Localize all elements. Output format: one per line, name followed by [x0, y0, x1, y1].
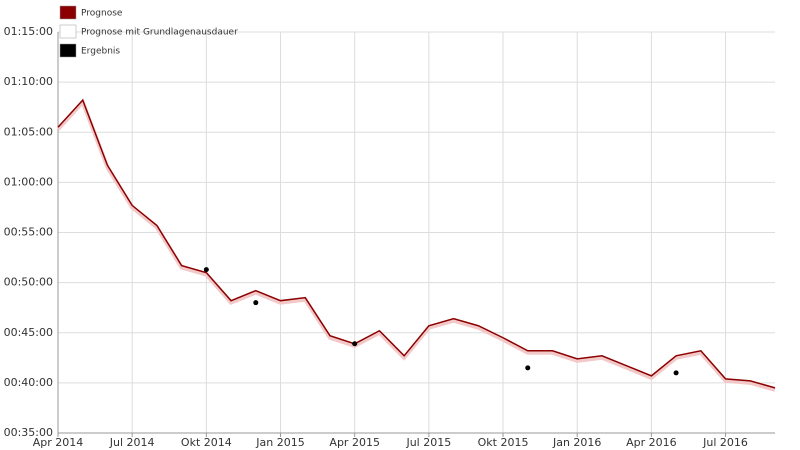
y-tick-label: 00:45:00 — [4, 326, 53, 339]
x-tick-label: Apr 2015 — [329, 436, 380, 449]
y-tick-label: 00:40:00 — [4, 376, 53, 389]
y-tick-label: 01:00:00 — [4, 175, 53, 188]
legend-swatch — [59, 24, 77, 39]
x-tick-label: Okt 2014 — [181, 436, 232, 449]
point — [253, 300, 259, 306]
x-tick-label: Jul 2015 — [405, 436, 451, 449]
legend-label: Prognose mit Grundlagenausdauer — [81, 28, 238, 38]
x-tick-label: Jan 2016 — [552, 436, 601, 449]
point — [203, 267, 209, 273]
x-tick-label: Jul 2016 — [702, 436, 748, 449]
x-tick-label: Apr 2014 — [33, 436, 84, 449]
line-shadow — [56, 98, 776, 392]
x-tick-label: Okt 2015 — [478, 436, 529, 449]
y-tick-label: 00:55:00 — [4, 226, 53, 239]
point — [525, 365, 531, 371]
x-tick-label: Apr 2016 — [626, 436, 677, 449]
y-tick-label: 01:05:00 — [4, 125, 53, 138]
y-tick-label: 00:50:00 — [4, 276, 53, 289]
legend-swatch — [59, 5, 77, 20]
y-tick-label: 01:10:00 — [4, 75, 53, 88]
point — [352, 341, 358, 347]
legend-label: Ergebnis — [81, 47, 120, 57]
legend-swatch — [59, 43, 77, 58]
line — [57, 98, 776, 389]
x-tick-label: Jan 2015 — [255, 436, 304, 449]
legend-label: Prognose — [81, 9, 123, 19]
x-tick-label: Jul 2014 — [109, 436, 155, 449]
y-tick-label: 00:35:00 — [4, 426, 53, 439]
point — [673, 370, 679, 376]
y-tick-label: 01:15:00 — [4, 25, 53, 38]
